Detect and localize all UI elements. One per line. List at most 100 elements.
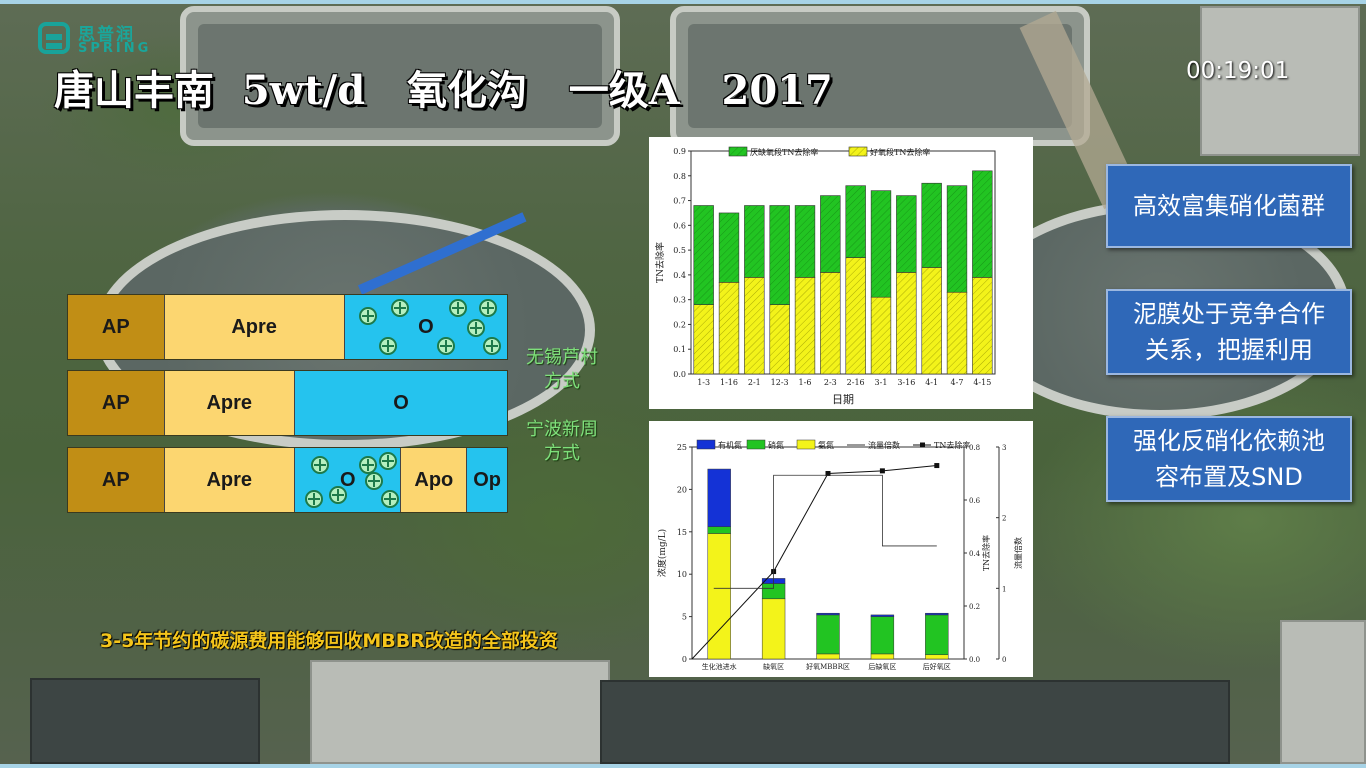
chart2-svg: 0 5 10 15 20 25 0.0 0.2 0.4 0.6 0.8 0 1 2 3 生化池进水 缺氧区 好氧M… bbox=[656, 439, 1023, 671]
building-right-edge bbox=[1280, 620, 1366, 764]
biofilm-carrier-icon bbox=[328, 486, 347, 504]
building-bottom-right bbox=[600, 680, 1230, 764]
bar-segment bbox=[896, 272, 917, 375]
bar-segment bbox=[707, 526, 731, 534]
y-axis-label: 浓度(mg/L) bbox=[656, 529, 668, 577]
callout-sludge-biofilm-relation: 泥膜处于竞争合作 关系，把握利用 bbox=[1106, 289, 1352, 375]
bar-segment bbox=[816, 612, 840, 616]
bar-segment bbox=[870, 616, 895, 655]
y3-tick-label: 3 bbox=[1002, 444, 1006, 452]
chart-nitrogen-by-zone: 0 5 10 15 20 25 0.0 0.2 0.4 0.6 0.8 0 1 2 3 生化池进水 缺氧区 好氧M… bbox=[649, 421, 1033, 677]
bar-segment bbox=[707, 468, 731, 527]
building-bottom-center bbox=[310, 660, 610, 764]
biofilm-carrier-icon bbox=[466, 319, 485, 337]
wuxi-mode-label: 无锡芦村 方式 bbox=[512, 346, 612, 394]
biofilm-carrier-icon bbox=[448, 299, 467, 317]
bar-segment bbox=[794, 205, 816, 278]
wuxi-label-line1: 无锡芦村 bbox=[526, 347, 598, 368]
bar-segment bbox=[925, 614, 949, 656]
y-tick-label: 0 bbox=[682, 655, 687, 664]
legend-swatch bbox=[746, 439, 766, 450]
legend-label: 硝氮 bbox=[768, 440, 784, 450]
callout-2-line1: 泥膜处于竞争合作 bbox=[1133, 300, 1325, 328]
bar-segment bbox=[693, 304, 714, 375]
bar-segment bbox=[761, 598, 786, 660]
y2-tick-label: 0.4 bbox=[969, 550, 981, 558]
callout-3-line2: 容布置及SND bbox=[1155, 463, 1303, 491]
frame-top-edge bbox=[0, 0, 1366, 4]
bar-segment bbox=[870, 190, 892, 298]
legend-label: 有机氮 bbox=[718, 440, 742, 450]
x-tick-label: 1-3 bbox=[697, 378, 710, 387]
y-tick-label: 25 bbox=[677, 443, 687, 452]
biofilm-carrier-icon bbox=[390, 299, 409, 317]
tn-removal-point bbox=[879, 468, 885, 474]
biofilm-carrier-icon bbox=[380, 490, 399, 508]
y-tick-label: 0.9 bbox=[673, 147, 686, 156]
zone-apo: Apo bbox=[401, 448, 468, 512]
biofilm-carrier-icon bbox=[358, 307, 377, 325]
logo-chinese-text: 思普润 bbox=[78, 25, 135, 45]
x-tick-label: 缺氧区 bbox=[763, 662, 784, 671]
zone-apre: Apre bbox=[164, 371, 295, 435]
bar-segment bbox=[820, 272, 841, 375]
process-row-1: AP Apre O bbox=[67, 294, 508, 360]
bar-segment bbox=[816, 653, 840, 660]
callout-denitrification-layout: 强化反硝化依赖池 容布置及SND bbox=[1106, 416, 1352, 502]
bar-segment bbox=[718, 282, 740, 375]
legend-swatch bbox=[796, 439, 816, 450]
zone-apre: Apre bbox=[164, 448, 295, 512]
bar-segment bbox=[820, 195, 841, 273]
x-tick-label: 2-16 bbox=[847, 378, 865, 387]
zone-op: Op bbox=[467, 448, 507, 512]
callout-1-line1: 高效富集硝化菌群 bbox=[1133, 192, 1325, 220]
process-row-2: AP Apre O bbox=[67, 370, 508, 436]
x-tick-label: 3-1 bbox=[875, 378, 888, 387]
bar-segment bbox=[972, 277, 993, 375]
bar-segment bbox=[870, 296, 892, 375]
legend-swatch bbox=[696, 439, 716, 450]
bar-segment bbox=[744, 205, 765, 278]
y-tick-label: 20 bbox=[677, 485, 687, 494]
x-tick-label: 好氧MBBR区 bbox=[806, 662, 850, 671]
biofilm-carrier-icon bbox=[378, 337, 397, 355]
bar-segment bbox=[845, 257, 866, 375]
bar-segment bbox=[870, 653, 895, 660]
y-tick-label: 0.3 bbox=[673, 296, 686, 305]
y-tick-label: 0.4 bbox=[673, 271, 686, 280]
x-tick-label: 4-15 bbox=[973, 378, 991, 387]
legend-label: 厌缺氧段TN去除率 bbox=[750, 147, 818, 157]
zone-o-with-media: O bbox=[294, 448, 402, 512]
investment-payback-note: 3-5年节约的碳源费用能够回收MBBR改造的全部投资 bbox=[100, 630, 558, 652]
tn-removal-point bbox=[934, 463, 940, 469]
zone-label: O bbox=[418, 315, 434, 338]
bar-segment bbox=[744, 277, 765, 375]
y3-tick-label: 0 bbox=[1002, 656, 1006, 664]
zone-ap: AP bbox=[68, 371, 165, 435]
zone-ap: AP bbox=[68, 295, 165, 359]
bar-segment bbox=[946, 291, 968, 375]
callout-3-line1: 强化反硝化依赖池 bbox=[1133, 427, 1325, 455]
x-tick-label: 1-16 bbox=[720, 378, 738, 387]
bar-segment bbox=[921, 182, 942, 268]
y2-axis-label: TN去除率 bbox=[981, 535, 991, 571]
bar-segment bbox=[946, 185, 968, 293]
biofilm-carrier-icon bbox=[304, 490, 323, 508]
x-tick-label: 后好氧区 bbox=[923, 662, 951, 671]
y2-tick-label: 0.2 bbox=[969, 603, 980, 611]
y2-tick-label: 0.8 bbox=[969, 444, 980, 452]
x-tick-label: 12-3 bbox=[771, 378, 789, 387]
bar-segment bbox=[693, 205, 714, 305]
y-tick-label: 10 bbox=[677, 570, 687, 579]
bar-segment bbox=[769, 205, 790, 305]
wuxi-label-line2: 方式 bbox=[544, 371, 580, 392]
ningbo-label-line1: 宁波新周 bbox=[526, 419, 598, 440]
legend-label: 流量倍数 bbox=[868, 440, 900, 450]
callout-nitrifier-enrichment: 高效富集硝化菌群 bbox=[1106, 164, 1352, 248]
biofilm-carrier-icon bbox=[482, 337, 501, 355]
x-tick-label: 后缺氧区 bbox=[868, 662, 896, 671]
bar-segment bbox=[769, 304, 790, 375]
bar-segment bbox=[972, 170, 993, 278]
y-tick-label: 15 bbox=[677, 528, 687, 537]
y2-tick-label: 0.6 bbox=[969, 497, 981, 505]
